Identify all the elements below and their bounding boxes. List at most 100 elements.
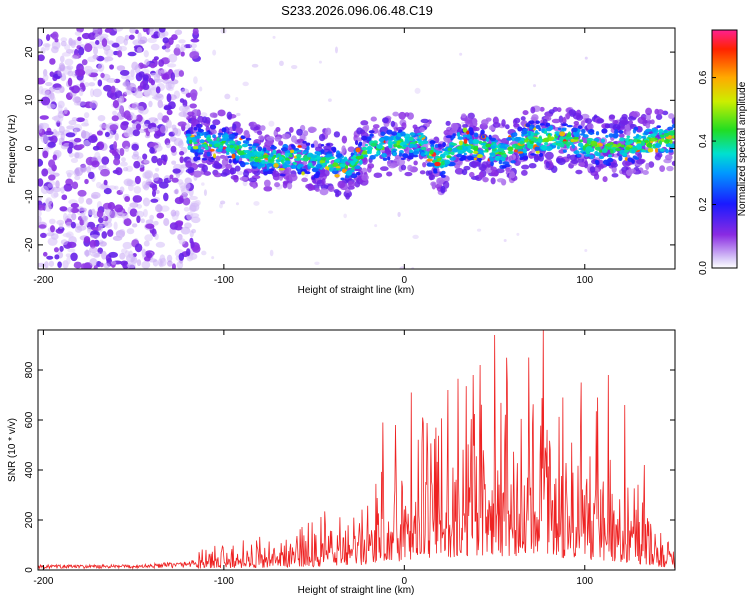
heatmap-cell — [659, 148, 665, 152]
heatmap-cell — [228, 140, 236, 145]
heatmap-cell — [114, 204, 124, 213]
heatmap-cell — [578, 147, 585, 151]
heatmap-cell — [490, 166, 497, 172]
heatmap-cell — [397, 211, 401, 218]
heatmap-cell — [437, 143, 442, 148]
heatmap-cell — [204, 146, 209, 151]
heatmap-cell — [203, 189, 207, 197]
heatmap-cell — [87, 135, 98, 143]
heatmap-cell — [601, 128, 608, 134]
heatmap-cell — [625, 146, 631, 151]
heatmap-cell — [193, 170, 202, 178]
heatmap-cell — [115, 167, 123, 176]
heatmap-cell — [185, 168, 195, 174]
heatmap-cell — [183, 206, 190, 212]
heatmap-cell — [67, 213, 73, 220]
heatmap-cell — [288, 154, 293, 158]
y-tick-label: 800 — [24, 361, 35, 378]
heatmap-cell — [178, 70, 185, 77]
heatmap-cell — [225, 152, 230, 155]
heatmap-cell — [637, 116, 646, 124]
heatmap-cell — [341, 135, 348, 144]
heatmap-cell — [189, 213, 200, 219]
heatmap-cell — [337, 180, 346, 189]
heatmap-cell — [164, 48, 171, 53]
heatmap-cell — [46, 255, 54, 260]
heatmap-cell — [539, 123, 545, 126]
heatmap-cell — [168, 37, 174, 45]
x-tick-label: -100 — [214, 275, 234, 286]
heatmap-cell — [503, 239, 507, 243]
heatmap-cell — [335, 190, 342, 197]
heatmap-cell — [278, 156, 283, 161]
heatmap-cell — [608, 133, 614, 138]
heatmap-cell — [310, 165, 315, 169]
heatmap-cell — [533, 133, 538, 136]
heatmap-cell — [598, 155, 605, 160]
heatmap-cell — [499, 144, 506, 149]
heatmap-cell — [51, 31, 59, 40]
heatmap-cell — [544, 142, 549, 146]
heatmap-cell — [74, 31, 82, 36]
colorbar-tick-label: 0.2 — [698, 197, 709, 211]
heatmap-cell — [621, 152, 628, 157]
heatmap-cell — [548, 125, 554, 131]
heatmap-cell — [88, 82, 96, 87]
heatmap-cell — [585, 118, 593, 124]
heatmap-cell — [407, 164, 413, 172]
heatmap-cell — [590, 140, 598, 147]
heatmap-cell — [507, 150, 514, 155]
y-tick-label: -20 — [24, 237, 35, 252]
heatmap-cell — [65, 231, 74, 239]
heatmap-cell — [48, 159, 56, 168]
heatmap-cell — [459, 52, 463, 56]
heatmap-cell — [417, 132, 424, 136]
heatmap-cell — [224, 134, 229, 139]
heatmap-cell — [38, 178, 44, 187]
heatmap-cell — [524, 139, 529, 143]
heatmap-cell — [47, 141, 56, 148]
heatmap-cell — [124, 34, 130, 41]
heatmap-cell — [314, 261, 320, 265]
heatmap-cell — [134, 243, 143, 253]
heatmap-cell — [257, 146, 263, 152]
heatmap-cell — [141, 248, 147, 258]
heatmap-cell — [390, 120, 396, 127]
heatmap-cell — [131, 143, 139, 151]
heatmap-cell — [146, 252, 153, 259]
heatmap-cell — [84, 178, 89, 185]
heatmap-cell — [645, 122, 651, 129]
heatmap-cell — [656, 125, 661, 129]
heatmap-cell — [258, 135, 265, 141]
heatmap-cell — [607, 123, 617, 129]
heatmap-cell — [485, 143, 492, 148]
heatmap-cell — [128, 34, 135, 40]
heatmap-cell — [197, 163, 206, 168]
heatmap-cell — [530, 116, 538, 121]
heatmap-cell — [302, 160, 308, 166]
heatmap-cell — [60, 186, 65, 194]
snr-y-label: SNR (10 * v/v) — [7, 418, 18, 482]
heatmap-cell — [339, 163, 346, 168]
heatmap-cell — [659, 165, 666, 172]
heatmap-cell — [99, 241, 107, 247]
heatmap-cell — [596, 118, 605, 124]
heatmap-cell — [429, 140, 436, 144]
heatmap-cell — [44, 261, 49, 269]
heatmap-cell — [65, 169, 75, 176]
heatmap-cell — [118, 95, 124, 105]
heatmap-cell — [67, 248, 76, 253]
snr-panel: -200 -100 0 100 0 200 400 600 800 Height of str… — [7, 329, 676, 596]
heatmap-cell — [65, 221, 73, 228]
heatmap-cell — [607, 154, 613, 158]
heatmap-cell — [60, 132, 65, 141]
heatmap-cell — [624, 157, 628, 161]
heatmap-cell — [278, 175, 284, 181]
heatmap-cell — [305, 142, 311, 146]
snr-y-ticks: 0 200 400 600 800 — [24, 361, 675, 573]
heatmap-cell — [171, 177, 179, 183]
heatmap-cell — [610, 149, 614, 154]
heatmap-cell — [452, 133, 456, 137]
heatmap-cell — [168, 53, 178, 63]
heatmap-cell — [81, 263, 86, 269]
